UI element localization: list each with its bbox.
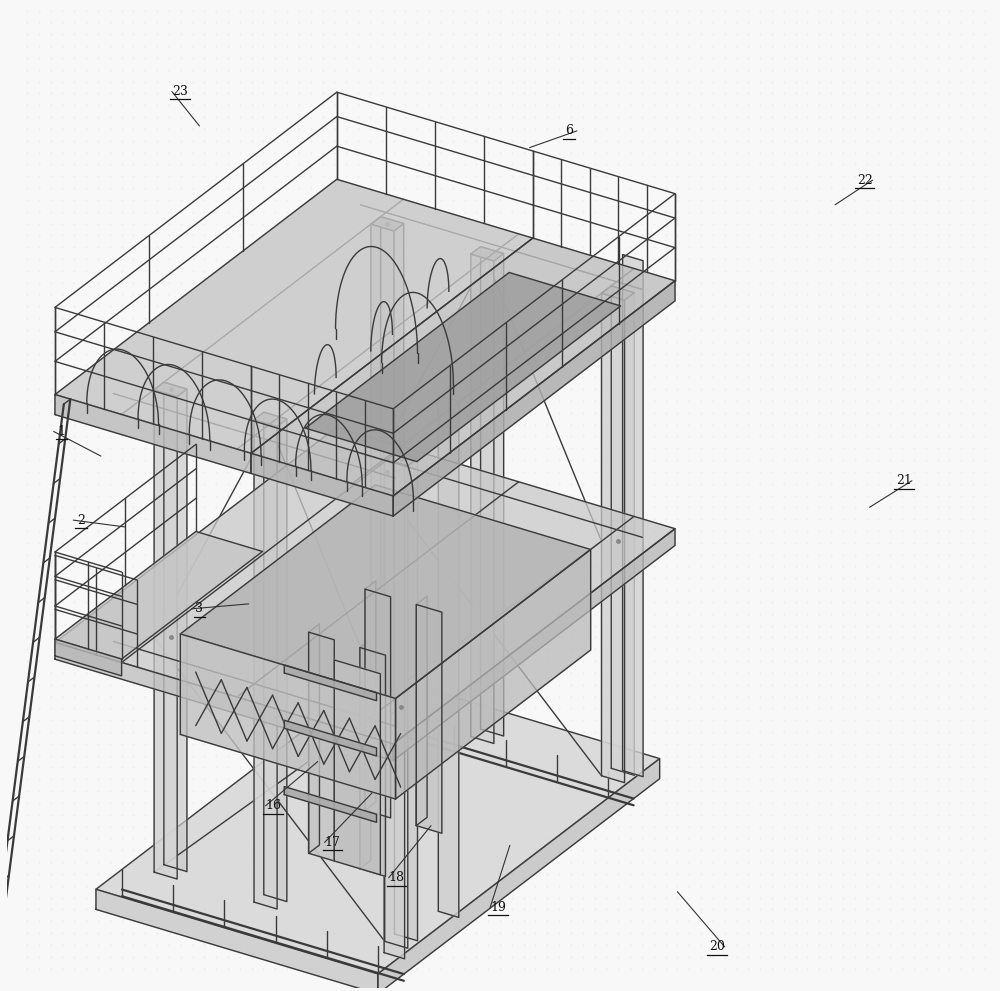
Polygon shape	[416, 597, 427, 826]
Polygon shape	[55, 639, 122, 676]
Polygon shape	[334, 660, 380, 875]
Text: 1: 1	[57, 425, 65, 438]
Text: 21: 21	[896, 475, 912, 488]
Polygon shape	[251, 238, 675, 496]
Polygon shape	[360, 647, 385, 876]
Polygon shape	[471, 247, 504, 261]
Polygon shape	[309, 632, 334, 861]
Polygon shape	[55, 179, 533, 453]
Text: 6: 6	[565, 125, 573, 138]
Polygon shape	[385, 451, 418, 466]
Polygon shape	[365, 589, 391, 818]
Polygon shape	[180, 634, 396, 799]
Polygon shape	[394, 451, 418, 940]
Polygon shape	[305, 273, 621, 462]
Polygon shape	[438, 395, 459, 918]
Polygon shape	[611, 285, 634, 775]
Polygon shape	[55, 427, 675, 744]
Polygon shape	[481, 247, 504, 736]
Polygon shape	[371, 217, 404, 231]
Polygon shape	[180, 485, 591, 699]
Polygon shape	[602, 285, 634, 300]
Polygon shape	[154, 389, 177, 879]
Polygon shape	[284, 665, 377, 701]
Polygon shape	[416, 605, 442, 833]
Polygon shape	[396, 549, 591, 799]
Polygon shape	[384, 437, 405, 959]
Text: 20: 20	[709, 940, 725, 953]
Text: 16: 16	[265, 800, 281, 813]
Polygon shape	[154, 383, 187, 396]
Polygon shape	[284, 787, 377, 823]
Polygon shape	[164, 383, 187, 872]
Text: 3: 3	[195, 603, 203, 615]
Polygon shape	[251, 453, 393, 516]
Polygon shape	[471, 254, 494, 743]
Text: 17: 17	[325, 835, 340, 849]
Text: 19: 19	[490, 901, 506, 914]
Text: 22: 22	[857, 173, 872, 186]
Text: 23: 23	[172, 85, 188, 98]
Text: 2: 2	[77, 513, 85, 526]
Polygon shape	[55, 394, 251, 474]
Polygon shape	[371, 224, 394, 714]
Polygon shape	[254, 419, 277, 909]
Polygon shape	[623, 255, 643, 777]
Polygon shape	[55, 642, 393, 761]
Text: 18: 18	[389, 871, 405, 884]
Polygon shape	[381, 217, 404, 706]
Polygon shape	[385, 459, 408, 948]
Polygon shape	[264, 412, 287, 902]
Polygon shape	[393, 280, 675, 516]
Polygon shape	[96, 674, 660, 974]
Polygon shape	[365, 581, 376, 811]
Polygon shape	[360, 639, 371, 869]
Polygon shape	[378, 759, 660, 991]
Polygon shape	[284, 720, 377, 756]
Polygon shape	[55, 531, 263, 659]
Polygon shape	[393, 528, 675, 761]
Polygon shape	[309, 624, 319, 853]
Polygon shape	[254, 412, 287, 426]
Polygon shape	[602, 293, 625, 783]
Polygon shape	[96, 889, 378, 991]
